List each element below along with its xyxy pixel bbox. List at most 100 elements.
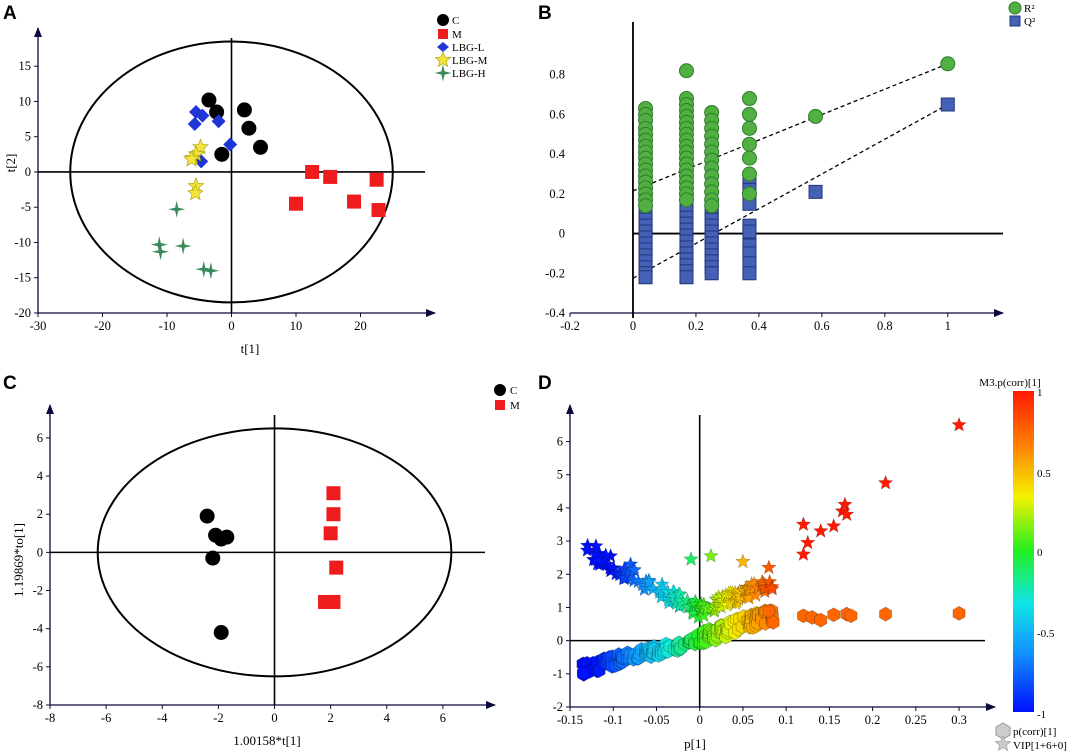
point-c <box>253 139 269 155</box>
panel-label-b: B <box>538 3 552 24</box>
legend-star <box>434 51 452 68</box>
legend-a-lbgm-marker <box>434 51 452 68</box>
legend-d: p(corr)[1] VIP[1+6+0] <box>994 722 1067 752</box>
y-tick-label: -8 <box>33 698 43 712</box>
point-c <box>205 550 221 566</box>
x-tick-label: -20 <box>94 319 111 333</box>
point-c <box>201 92 217 108</box>
point-q2 <box>940 97 955 112</box>
y-tick-label: -2 <box>553 700 563 714</box>
point-lbg-m <box>187 184 204 201</box>
legend-d-vip: VIP[1+6+0] <box>1013 740 1067 752</box>
point-q2 <box>742 266 757 281</box>
point-r2 <box>940 56 956 72</box>
x-tick-label: -30 <box>30 319 47 333</box>
x-tick-label: 0.4 <box>751 319 767 333</box>
star-vip <box>795 516 812 532</box>
x-tick-label: -8 <box>45 711 55 725</box>
y-tick-label: 6 <box>557 435 563 449</box>
point-r2 <box>741 106 757 122</box>
x-tick-label: -2 <box>213 711 223 725</box>
legend-star4 <box>434 64 452 82</box>
legend-a-c-marker <box>437 14 449 26</box>
x-tick-label: 0.2 <box>865 713 881 727</box>
point-lbg-h <box>168 200 186 218</box>
point-m <box>323 526 338 541</box>
point-r2 <box>741 136 757 152</box>
star-vip <box>641 573 658 589</box>
star-vip <box>761 559 777 575</box>
y-tick-label: -5 <box>21 200 31 214</box>
y-tick-label: 0 <box>559 227 565 241</box>
x-tick-label: -0.15 <box>557 713 583 727</box>
x-tick-label: -10 <box>159 319 176 333</box>
x-tick-label: 4 <box>384 711 391 725</box>
x-tick-label: 20 <box>354 319 367 333</box>
point-r2 <box>808 108 824 124</box>
point-m <box>347 194 362 209</box>
y-tick-label: 0.4 <box>549 147 565 161</box>
legend-c-m-marker <box>495 400 505 410</box>
y-tick-label: 5 <box>25 130 31 144</box>
y-tick-label: 6 <box>37 431 43 445</box>
star-vip <box>764 580 780 596</box>
y-tick-label: 10 <box>19 94 32 108</box>
y-tick-label: -2 <box>33 584 43 598</box>
y-tick-label: 0.6 <box>549 107 565 121</box>
y-tick-label: 0 <box>557 634 563 648</box>
x-tick-label: -0.1 <box>603 713 623 727</box>
hotelling-ellipse <box>69 40 394 304</box>
x-tick-label: 0 <box>630 319 636 333</box>
point-lbg-h <box>150 236 168 254</box>
x-tick-label: 0.05 <box>732 713 754 727</box>
legend-c-c: C <box>510 385 517 397</box>
hexagon-pcorr <box>879 606 892 622</box>
x-tick-label: 2 <box>328 711 334 725</box>
hexagon-pcorr <box>827 607 841 623</box>
y-tick-label: 4 <box>37 469 44 483</box>
y-tick-label: 15 <box>19 59 32 73</box>
point-q2 <box>742 224 757 239</box>
x-tick-label: 0.1 <box>778 713 794 727</box>
y-tick-label: 0.8 <box>549 68 565 82</box>
hexagon-pcorr <box>766 615 780 630</box>
colorbar-tick: 1 <box>1037 387 1043 399</box>
hexagon-pcorr <box>844 608 858 624</box>
point-lbg-l <box>211 114 226 129</box>
star-vip <box>588 537 604 553</box>
star-vip <box>626 561 643 577</box>
y-tick-label: 1 <box>557 600 563 614</box>
hexagon-pcorr <box>952 606 966 621</box>
y-tick-label: -1 <box>553 667 563 681</box>
legend-d-star-marker <box>994 735 1012 752</box>
colorbar-tick: -0.5 <box>1037 628 1055 640</box>
panel-label-c: C <box>3 373 17 394</box>
point-lbg-l <box>223 137 238 152</box>
x-tick-label: 0.6 <box>814 319 830 333</box>
point-lbg-l <box>187 117 202 132</box>
point-m <box>369 172 384 187</box>
panel-c-opls-da-plot: -8 -6 -4 -2 0 2 4 6 -8 -6 -4 -2 0 2 4 6 <box>33 404 496 725</box>
y-tick-label: -0.4 <box>545 306 566 320</box>
x-tick-label: 1 <box>945 319 951 333</box>
point-c <box>213 625 229 640</box>
y-tick-label: 0 <box>25 165 31 179</box>
colorbar <box>1013 391 1034 712</box>
legend-b-q2: Q² <box>1024 16 1036 28</box>
point-m <box>329 560 344 575</box>
point-lbg-h <box>174 237 192 255</box>
panel-b-permutation-plot: -0.2 0 0.2 0.4 0.6 0.8 1-0.4-0.200.20.40.60.8 <box>545 22 1004 333</box>
hexagon-pcorr <box>576 665 590 681</box>
y-tick-label: 2 <box>557 567 563 581</box>
y-tick-label: -4 <box>33 622 44 636</box>
point-lbg-l <box>195 108 210 123</box>
x-tick-label: -6 <box>101 711 111 725</box>
star-vip <box>735 553 751 569</box>
point-c <box>199 508 215 524</box>
x-tick-label: 0 <box>697 713 703 727</box>
legend-a-c: C <box>452 15 459 27</box>
legend-a-m-marker <box>438 29 448 39</box>
point-q2 <box>704 266 719 281</box>
